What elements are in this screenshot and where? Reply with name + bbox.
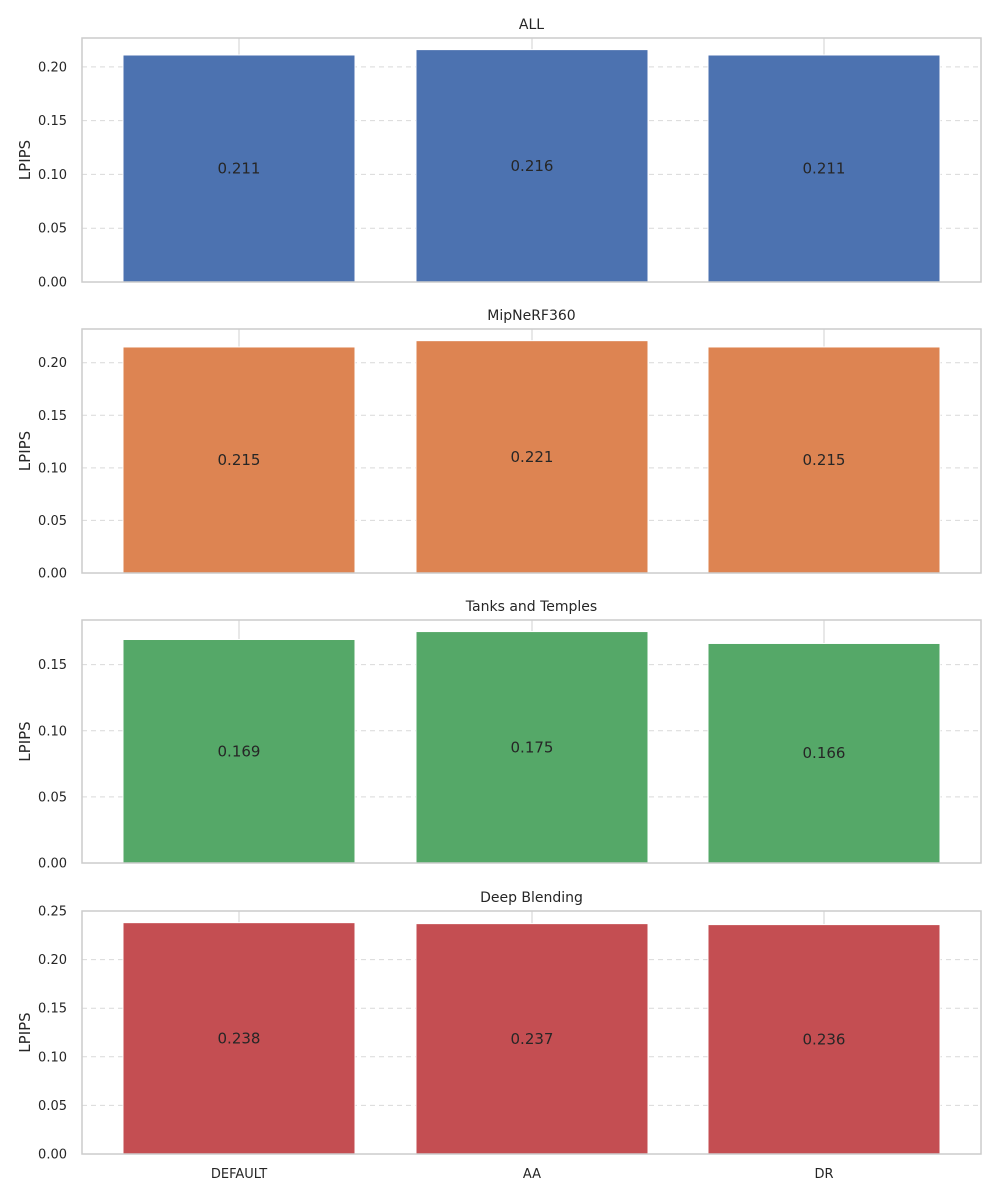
y-tick-label: 0.05 bbox=[38, 1099, 67, 1114]
data-label: 0.166 bbox=[803, 744, 846, 762]
y-tick-label: 0.20 bbox=[38, 356, 67, 371]
bar-default bbox=[122, 639, 356, 864]
bar-aa bbox=[415, 631, 649, 864]
bar-dr bbox=[707, 54, 941, 283]
y-tick-label: 0.10 bbox=[38, 1050, 67, 1065]
y-axis-label: LPIPS bbox=[16, 431, 34, 471]
y-axis-label: LPIPS bbox=[16, 140, 34, 180]
y-tick-label: 0.00 bbox=[38, 857, 67, 872]
bar-aa bbox=[415, 340, 649, 574]
axes-frame bbox=[81, 37, 982, 283]
chart-title: MipNeRF360 bbox=[487, 308, 575, 324]
y-tick-label: 0.25 bbox=[38, 905, 67, 920]
chart-panel-2: 0.00 0.05 0.10 0.15 0.169 0.175 0.166 Tanks and… bbox=[16, 599, 982, 872]
y-tick-label: 0.15 bbox=[38, 1002, 67, 1017]
data-label: 0.237 bbox=[511, 1030, 554, 1048]
y-tick-label: 0.05 bbox=[38, 222, 67, 237]
axes-frame bbox=[81, 619, 982, 864]
y-tick-label: 0.00 bbox=[38, 1148, 67, 1163]
bar-dr bbox=[707, 642, 941, 864]
y-tick-label: 0.10 bbox=[38, 724, 67, 739]
y-tick-label: 0.00 bbox=[38, 567, 67, 582]
axes-frame bbox=[81, 328, 982, 574]
data-label: 0.216 bbox=[511, 157, 554, 175]
y-axis-label: LPIPS bbox=[16, 1012, 34, 1052]
data-label: 0.215 bbox=[218, 451, 261, 469]
x-tick-label: DEFAULT bbox=[211, 1167, 267, 1182]
data-label: 0.236 bbox=[803, 1030, 846, 1048]
chart-panel-3: 0.00 0.05 0.10 0.15 0.20 0.25 0.238 0.237 0.236 D… bbox=[16, 890, 982, 1182]
data-label: 0.238 bbox=[218, 1029, 261, 1047]
bar-default bbox=[122, 54, 356, 283]
data-label: 0.211 bbox=[218, 159, 261, 177]
bar-dr bbox=[707, 346, 941, 574]
data-label: 0.211 bbox=[803, 159, 846, 177]
chart-title: ALL bbox=[519, 17, 544, 33]
chart-panel-1: 0.00 0.05 0.10 0.15 0.20 0.215 0.221 0.215 MipNe… bbox=[16, 308, 982, 582]
y-tick-label: 0.05 bbox=[38, 790, 67, 805]
y-tick-label: 0.10 bbox=[38, 461, 67, 476]
bar-default bbox=[122, 346, 356, 574]
y-tick-label: 0.20 bbox=[38, 60, 67, 75]
data-label: 0.221 bbox=[511, 448, 554, 466]
y-tick-label: 0.20 bbox=[38, 953, 67, 968]
y-tick-label: 0.05 bbox=[38, 514, 67, 529]
data-label: 0.175 bbox=[511, 738, 554, 756]
y-tick-label: 0.00 bbox=[38, 276, 67, 291]
y-tick-label: 0.15 bbox=[38, 658, 67, 673]
bar-dr bbox=[707, 924, 941, 1155]
x-tick-label: DR bbox=[814, 1167, 833, 1182]
bar-default bbox=[122, 922, 356, 1155]
y-tick-label: 0.15 bbox=[38, 409, 67, 424]
chart-title: Deep Blending bbox=[480, 890, 583, 906]
bar-aa bbox=[415, 49, 649, 283]
chart-panel-0: 0.00 0.05 0.10 0.15 0.20 0.211 0.216 0.211 ALL LP… bbox=[16, 17, 982, 291]
bar-aa bbox=[415, 923, 649, 1155]
data-label: 0.215 bbox=[803, 451, 846, 469]
y-tick-label: 0.10 bbox=[38, 168, 67, 183]
y-tick-label: 0.15 bbox=[38, 114, 67, 129]
data-label: 0.169 bbox=[218, 742, 261, 760]
y-axis-label: LPIPS bbox=[16, 721, 34, 761]
axes-frame bbox=[81, 910, 982, 1155]
x-tick-label: AA bbox=[523, 1167, 541, 1182]
chart-title: Tanks and Temples bbox=[465, 599, 597, 615]
